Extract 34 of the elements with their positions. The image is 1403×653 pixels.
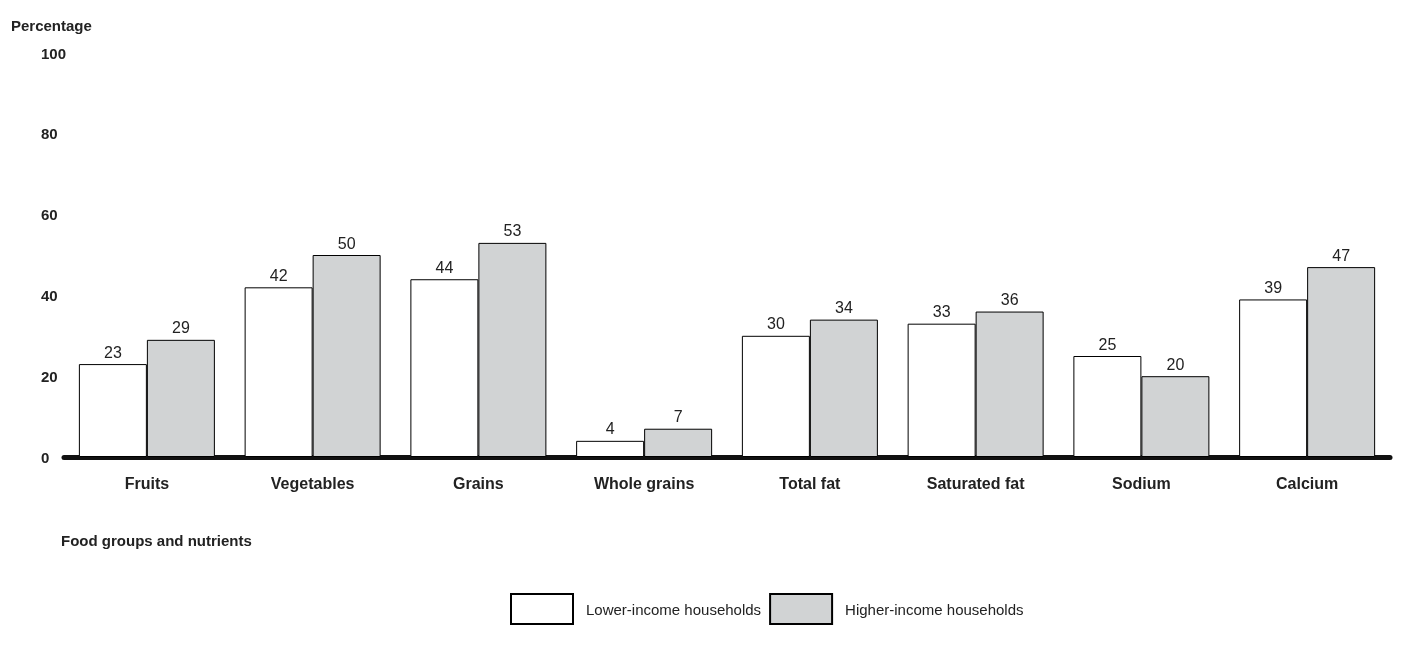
data-label: 36 (1000, 291, 1019, 309)
data-label: 44 (435, 258, 454, 276)
legend-label: Higher-income households (845, 600, 1024, 618)
y-tick-label: 80 (41, 125, 58, 143)
data-label: 42 (269, 266, 288, 284)
legend-label: Lower-income households (586, 600, 762, 618)
data-label: 39 (1264, 278, 1283, 296)
data-label: 7 (673, 408, 683, 426)
x-tick-label: Sodium (1112, 474, 1171, 492)
y-tick-label: 100 (41, 44, 67, 62)
x-tick-label: Whole grains (593, 474, 695, 492)
data-label: 25 (1098, 335, 1117, 353)
data-label: 23 (103, 343, 122, 361)
data-label: 29 (171, 319, 190, 337)
y-tick-label: 0 (41, 448, 50, 466)
x-tick-label: Saturated fat (926, 474, 1026, 492)
x-tick-label: Calcium (1276, 474, 1339, 492)
x-tick-label: Vegetables (270, 474, 355, 492)
data-label: 47 (1332, 246, 1351, 264)
data-label: 53 (503, 222, 522, 240)
data-label: 4 (605, 420, 615, 438)
x-axis-title: Food groups and nutrients (61, 532, 252, 549)
y-tick-label: 60 (41, 206, 58, 224)
x-tick-label: Grains (453, 474, 504, 492)
data-label: 20 (1166, 355, 1185, 373)
data-label: 50 (337, 234, 356, 252)
data-label: 30 (766, 315, 785, 333)
y-tick-label: 40 (41, 286, 58, 304)
x-tick-label: Fruits (124, 474, 170, 492)
y-tick-label: 20 (41, 367, 58, 385)
data-label: 34 (834, 299, 853, 317)
data-label: 33 (932, 303, 951, 321)
x-tick-label: Total fat (779, 474, 842, 492)
y-axis-title: Percentage (11, 17, 92, 34)
